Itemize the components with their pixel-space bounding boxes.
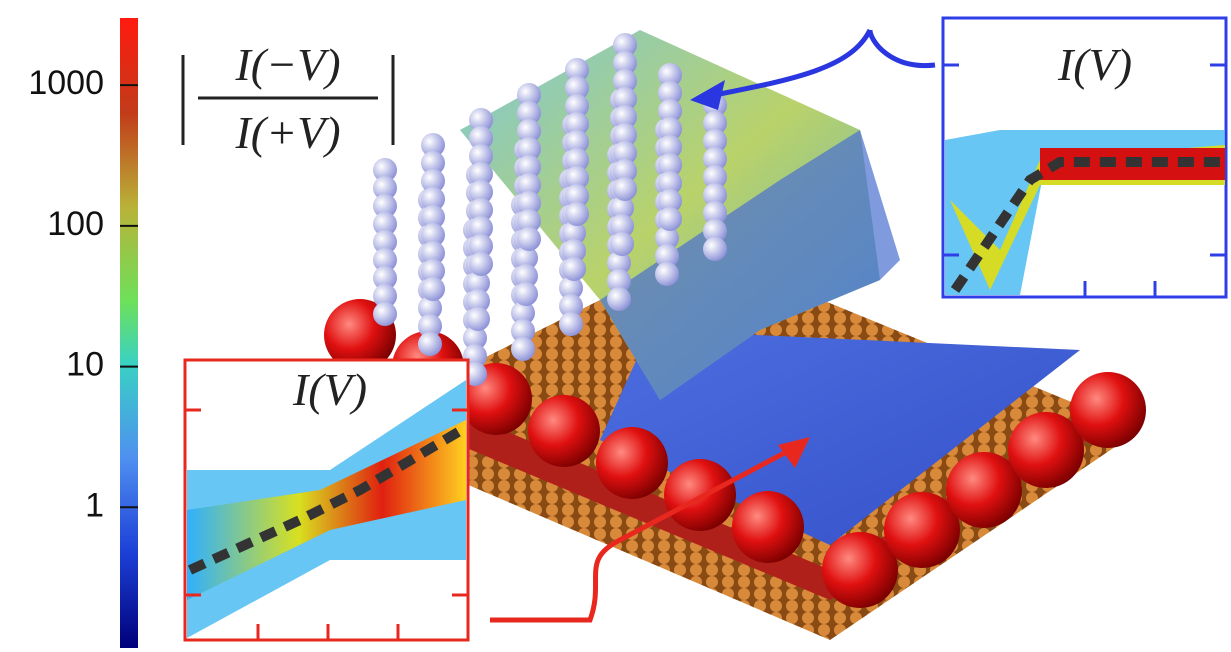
molecule-atom — [418, 332, 442, 356]
fullerene — [596, 427, 668, 499]
fullerene — [732, 491, 804, 563]
fullerene — [1070, 372, 1146, 448]
molecule-atom — [517, 227, 541, 251]
inset-label: I(V) — [292, 364, 367, 415]
figure: 1 10 100 1000 I(−V) I(+V) I(V) — [0, 0, 1231, 652]
molecule-atom — [655, 262, 679, 286]
formula: I(−V) I(+V) — [183, 39, 393, 158]
molecule-atom — [610, 232, 634, 256]
molecule-atom — [565, 202, 589, 226]
formula-numerator: I(−V) — [234, 39, 340, 90]
molecule-atom — [514, 282, 538, 306]
colorbar-tick-label: 10 — [66, 346, 104, 384]
molecule-atom — [421, 277, 445, 301]
molecule-atom — [466, 307, 490, 331]
fullerene — [528, 395, 600, 467]
molecule-atom — [607, 287, 631, 311]
molecule-atom — [703, 237, 727, 261]
molecule-atom — [511, 337, 535, 361]
molecule-atom — [373, 302, 397, 326]
inset-label: I(V) — [1057, 39, 1132, 90]
molecule-atom — [469, 252, 493, 276]
molecule-atom — [658, 207, 682, 231]
formula-denominator: I(+V) — [234, 107, 340, 158]
molecule-atom — [559, 312, 583, 336]
colorbar-tick-label: 1000 — [28, 64, 104, 102]
colorbar-tick-label: 1 — [85, 486, 104, 524]
colorbar — [120, 18, 138, 648]
molecule-atom — [613, 177, 637, 201]
molecule-atom — [562, 257, 586, 281]
colorbar-tick-label: 100 — [47, 205, 104, 243]
